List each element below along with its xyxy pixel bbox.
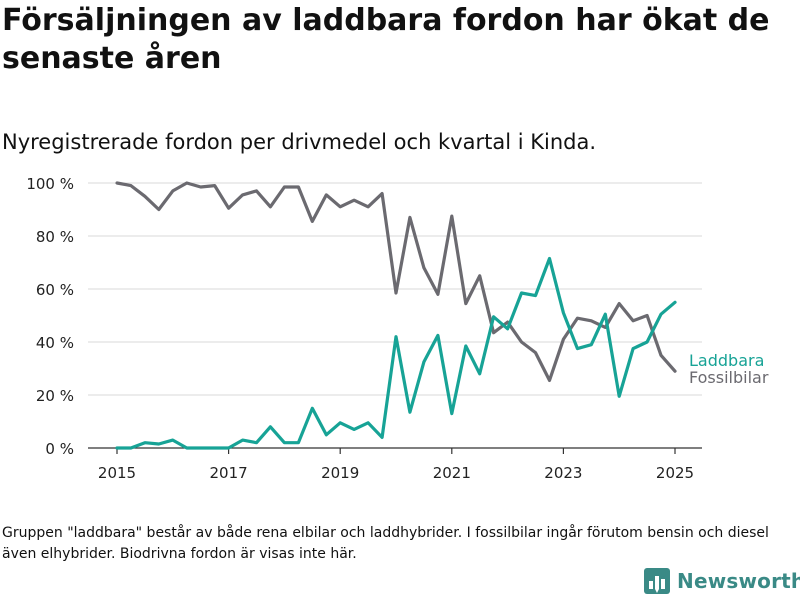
chart-subtitle: Nyregistrerade fordon per drivmedel och …	[2, 130, 597, 154]
bar-chart-logo-icon	[644, 568, 670, 594]
x-tick-label: 2019	[321, 464, 359, 482]
line-chart: 0 % 20 % 40 % 60 % 80 % 100 % 2015 2017 2019 2021…	[26, 175, 769, 482]
chart-title: Försäljningen av laddbara fordon har öka…	[2, 3, 770, 76]
y-tick-label: 40 %	[36, 334, 74, 352]
brand-logo[interactable]: Newsworthy	[644, 568, 800, 594]
y-tick-label: 60 %	[36, 281, 74, 299]
series-label-fossilbilar: Fossilbilar	[689, 368, 769, 387]
x-tick-label: 2023	[544, 464, 582, 482]
x-tick-label: 2017	[210, 464, 248, 482]
x-tick-label: 2015	[98, 464, 136, 482]
series-label-laddbara: Laddbara	[689, 351, 764, 370]
x-tick-label: 2021	[433, 464, 471, 482]
y-tick-label: 20 %	[36, 387, 74, 405]
series-line-laddbara	[115, 256, 677, 450]
brand-name: Newsworthy	[677, 569, 800, 593]
y-tick-label: 100 %	[26, 175, 74, 193]
chart-footnote: Gruppen "laddbara" består av både rena e…	[2, 525, 769, 562]
y-tick-label: 0 %	[45, 440, 74, 458]
series-line-fossilbilar	[115, 181, 677, 382]
x-tick-label: 2025	[656, 464, 694, 482]
y-tick-label: 80 %	[36, 228, 74, 246]
